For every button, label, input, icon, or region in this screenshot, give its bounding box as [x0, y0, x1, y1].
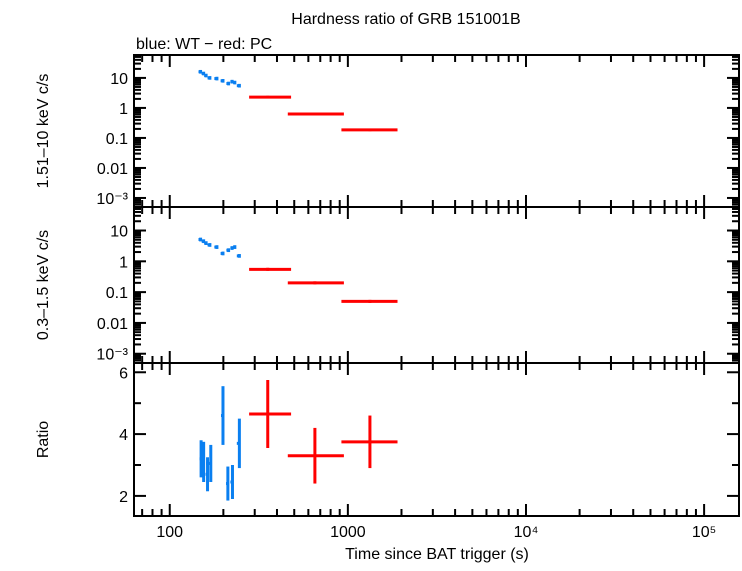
y-tick-label: 0.1 — [106, 131, 128, 148]
wt-data-point — [220, 251, 225, 256]
chart-title: Hardness ratio of GRB 151001B — [291, 11, 520, 28]
y-tick-label: 0.01 — [97, 161, 128, 178]
wt-data-point — [201, 71, 206, 76]
y-axis-label: 0.3–1.5 keV c/s — [35, 230, 52, 340]
pc-data-point — [249, 95, 292, 99]
y-axis-label: 1.51–10 keV c/s — [35, 74, 52, 189]
y-tick-label: 10 — [110, 224, 128, 241]
wt-data-point — [207, 76, 212, 80]
panel-2: 10 1 0.1 0.01 10⁻³ 0.3–1.5 keV c/s — [35, 206, 740, 364]
wt-data-point — [236, 254, 241, 258]
wt-data-point — [230, 465, 234, 499]
wt-data-point — [236, 83, 241, 88]
y-tick-label: 0.01 — [97, 316, 128, 333]
x-axis-label: Time since BAT trigger (s) — [345, 546, 529, 563]
pc-data-point — [341, 415, 398, 469]
pc-data-point — [287, 427, 344, 484]
wt-data-point — [207, 243, 212, 247]
wt-data-point — [226, 466, 230, 501]
y-axis-label: Ratio — [35, 421, 52, 458]
wt-data-point — [201, 239, 206, 244]
wt-data-point — [230, 246, 234, 250]
wt-data-point — [202, 441, 206, 482]
wt-data-point — [199, 440, 203, 478]
panel-frame — [133, 206, 740, 364]
pc-data-point — [287, 281, 344, 285]
panel-1: 10 1 0.1 0.01 10⁻³ 1.51–10 keV c/s — [35, 54, 740, 208]
y-tick-label: 2 — [119, 489, 128, 506]
y-tick-label: 10 — [110, 71, 128, 88]
pc-data-point — [287, 112, 344, 116]
wt-data-point — [226, 81, 231, 86]
wt-data-point — [221, 386, 225, 445]
wt-data-point — [230, 79, 234, 84]
wt-data-point — [204, 241, 208, 245]
panel-3: 6 4 2 Ratio — [35, 362, 740, 517]
y-tick-label: 10⁻³ — [96, 191, 128, 208]
wt-data-point — [198, 69, 203, 74]
wt-data-point — [220, 78, 225, 83]
y-tick-label: 6 — [119, 365, 128, 382]
panel-frame — [133, 362, 740, 517]
pc-data-point — [249, 380, 292, 448]
y-tick-label: 4 — [119, 427, 128, 444]
wt-data-point — [226, 248, 231, 253]
wt-data-point — [214, 245, 219, 249]
y-tick-label: 10⁻³ — [96, 347, 128, 364]
wt-data-point — [198, 237, 203, 242]
wt-data-point — [236, 418, 241, 469]
wt-data-point — [204, 73, 208, 78]
wt-data-point — [233, 80, 237, 85]
wt-data-point — [214, 76, 219, 81]
wt-data-point — [206, 444, 213, 482]
pc-data-point — [341, 299, 398, 303]
pc-data-point — [341, 128, 398, 132]
pc-data-point — [249, 267, 292, 271]
panel-frame — [133, 54, 740, 208]
y-tick-label: 0.1 — [106, 285, 128, 302]
x-tick-label: 1000 — [330, 524, 366, 541]
chart-subtitle: blue: WT − red: PC — [136, 36, 272, 53]
x-tick-label: 10⁴ — [514, 524, 539, 541]
y-tick-label: 1 — [119, 101, 128, 118]
wt-data-point — [233, 245, 237, 249]
x-tick-label: 10⁵ — [692, 524, 716, 541]
x-tick-label: 100 — [156, 524, 183, 541]
y-tick-label: 1 — [119, 254, 128, 271]
